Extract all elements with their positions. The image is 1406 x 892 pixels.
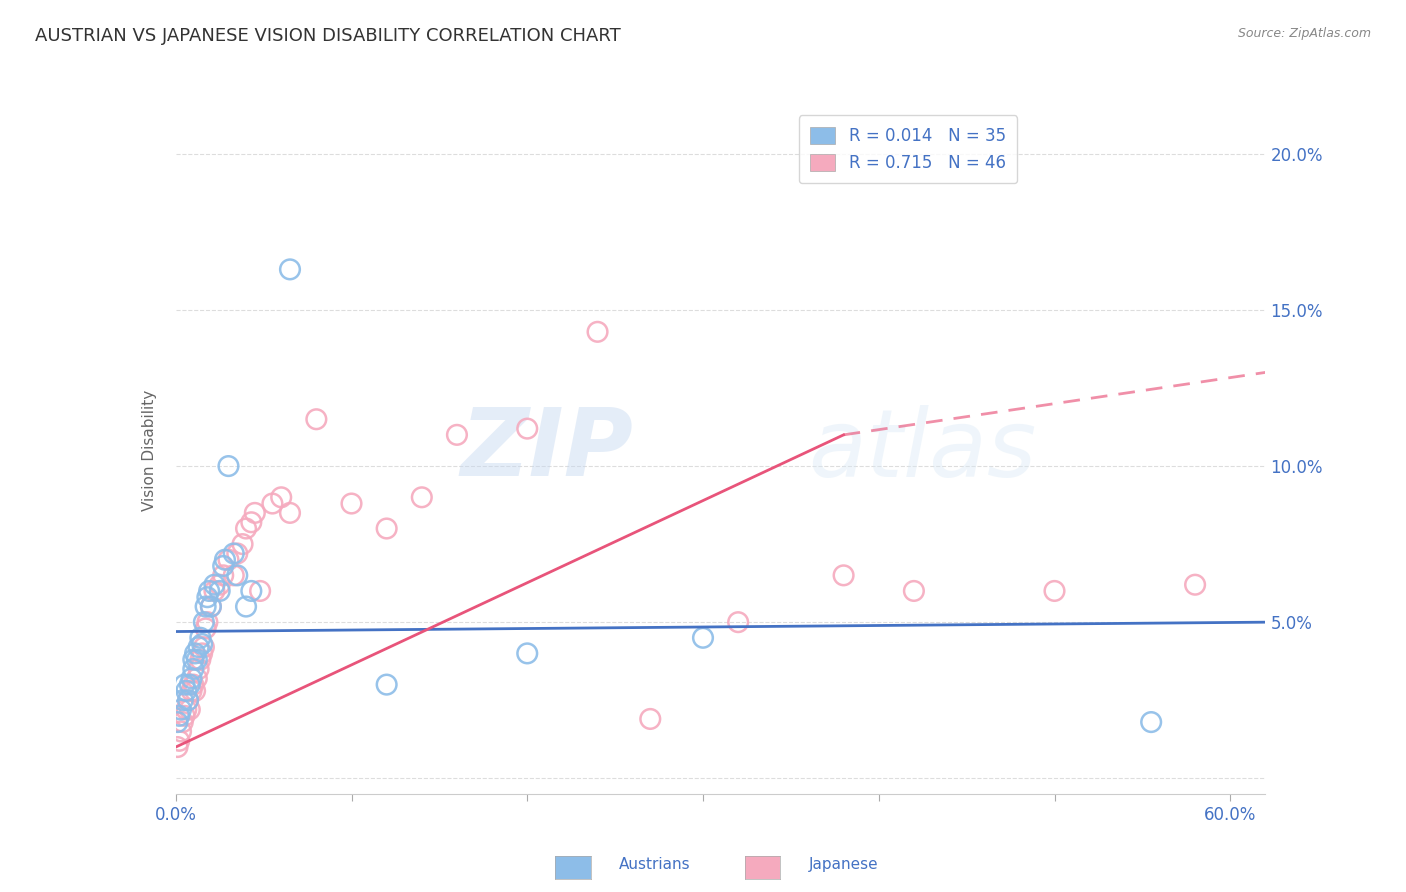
Point: [194, 599, 217, 614]
Point: [278, 262, 301, 277]
Point: [184, 683, 207, 698]
Point: [177, 693, 200, 707]
Point: [179, 703, 201, 717]
Y-axis label: Vision Disability: Vision Disability: [142, 390, 157, 511]
Point: [262, 496, 284, 510]
Point: [193, 615, 215, 630]
Point: [184, 646, 207, 660]
Point: [692, 631, 714, 645]
Point: [375, 678, 398, 692]
Point: [411, 490, 433, 504]
Point: [208, 578, 231, 592]
Point: [198, 583, 221, 598]
Point: [183, 678, 205, 692]
Point: [174, 683, 197, 698]
Point: [194, 621, 217, 635]
Point: [727, 615, 749, 630]
Point: [173, 678, 195, 692]
Point: [240, 515, 263, 529]
Point: [204, 583, 226, 598]
Point: [166, 715, 188, 730]
Point: [249, 583, 271, 598]
Point: [640, 712, 662, 726]
Point: [305, 412, 328, 426]
Point: [186, 653, 208, 667]
Point: [170, 703, 193, 717]
Point: [177, 693, 200, 707]
Point: [172, 693, 194, 707]
Point: [188, 653, 212, 667]
Point: [217, 458, 239, 473]
Text: Austrians: Austrians: [619, 857, 690, 872]
Point: [222, 568, 245, 582]
Text: ZIP: ZIP: [461, 404, 633, 497]
Point: [200, 599, 222, 614]
Point: [446, 427, 468, 442]
Text: atlas: atlas: [807, 405, 1036, 496]
Point: [586, 325, 609, 339]
Point: [375, 521, 398, 535]
Point: [235, 521, 257, 535]
Point: [191, 637, 214, 651]
Point: [226, 546, 249, 561]
Point: [516, 646, 538, 660]
Point: [180, 671, 202, 685]
Point: [174, 703, 197, 717]
Point: [516, 422, 538, 436]
Point: [243, 506, 266, 520]
Point: [169, 708, 191, 723]
Point: [270, 490, 292, 504]
Point: [195, 615, 219, 630]
Point: [231, 537, 254, 551]
Text: AUSTRIAN VS JAPANESE VISION DISABILITY CORRELATION CHART: AUSTRIAN VS JAPANESE VISION DISABILITY C…: [35, 27, 621, 45]
Point: [188, 631, 212, 645]
Text: Source: ZipAtlas.com: Source: ZipAtlas.com: [1237, 27, 1371, 40]
Point: [173, 708, 195, 723]
Legend: R = 0.014   N = 35, R = 0.715   N = 46: R = 0.014 N = 35, R = 0.715 N = 46: [799, 115, 1018, 184]
Point: [903, 583, 925, 598]
Point: [172, 715, 194, 730]
Point: [179, 678, 201, 692]
Text: Japanese: Japanese: [808, 857, 879, 872]
Point: [200, 599, 222, 614]
Point: [1043, 583, 1066, 598]
Point: [193, 640, 215, 655]
Point: [166, 740, 188, 755]
Point: [832, 568, 855, 582]
Point: [204, 578, 226, 592]
Point: [186, 671, 208, 685]
Point: [240, 583, 263, 598]
Point: [208, 583, 231, 598]
Point: [212, 568, 235, 582]
Point: [278, 506, 301, 520]
Point: [226, 568, 249, 582]
Point: [170, 724, 193, 739]
Point: [169, 733, 191, 747]
Point: [191, 646, 214, 660]
Point: [340, 496, 363, 510]
Point: [235, 599, 257, 614]
Point: [222, 546, 245, 561]
Point: [183, 653, 205, 667]
Point: [217, 552, 239, 567]
Point: [183, 662, 205, 676]
Point: [187, 662, 209, 676]
Point: [1184, 578, 1206, 592]
Point: [195, 591, 219, 605]
Point: [1140, 715, 1163, 730]
Point: [187, 640, 209, 655]
Point: [212, 558, 235, 573]
Point: [214, 552, 236, 567]
Point: [180, 683, 202, 698]
